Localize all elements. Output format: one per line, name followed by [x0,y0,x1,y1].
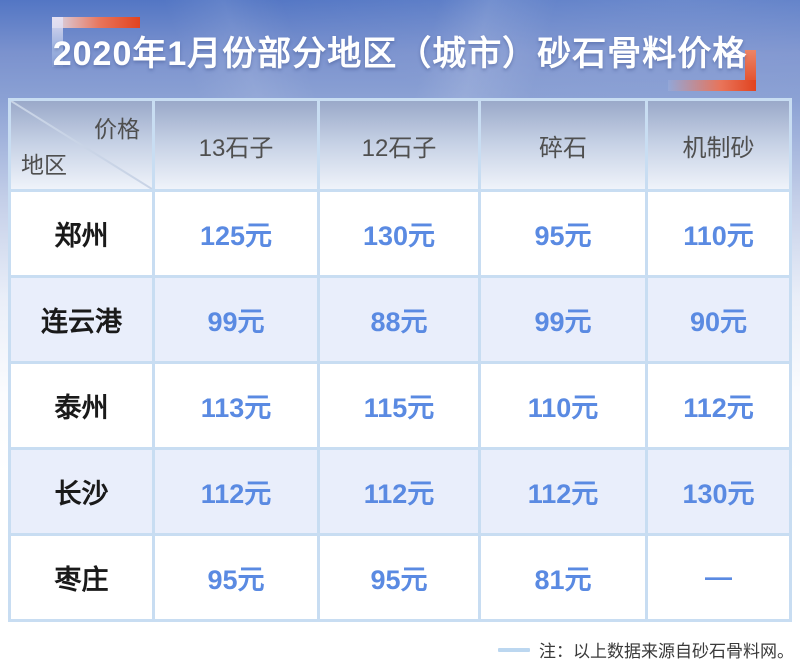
note-dash [498,647,530,652]
source-footnote: 注：以上数据来源自砂石骨料网。 [498,637,794,662]
column-header-machine-made-sand: 机制砂 [648,101,789,189]
price-cell: 95元 [481,192,645,275]
city-cell: 长沙 [11,450,152,533]
city-cell: 枣庄 [11,536,152,619]
corner-label-region: 地区 [21,152,67,178]
price-cell: 112元 [155,450,317,533]
city-cell: 连云港 [11,278,152,361]
price-cell: 130元 [648,450,789,533]
price-cell: 99元 [481,278,645,361]
price-cell: 125元 [155,192,317,275]
price-cell: 95元 [155,536,317,619]
price-cell: 99元 [155,278,317,361]
price-cell: 90元 [648,278,789,361]
column-header-13-stone: 13石子 [155,101,317,189]
price-cell: 130元 [320,192,478,275]
city-cell: 郑州 [11,192,152,275]
price-cell: 115元 [320,364,478,447]
price-cell: 110元 [481,364,645,447]
diagonal-divider-line [11,101,152,189]
title-bracket-bottom-right-vertical [745,50,756,91]
price-table: 价格 地区 13石子 12石子 碎石 机制砂 郑州 125元 130元 95元 … [8,98,792,622]
page-title: 2020年1月份部分地区（城市）砂石骨料价格 [52,35,748,73]
column-header-12-stone: 12石子 [320,101,478,189]
price-cell: 113元 [155,364,317,447]
corner-header-cell: 价格 地区 [11,101,152,189]
city-cell: 泰州 [11,364,152,447]
price-cell: 112元 [481,450,645,533]
price-cell: 112元 [648,364,789,447]
price-cell: 81元 [481,536,645,619]
title-bracket-top-left-vertical [52,17,63,67]
column-header-crushed-stone: 碎石 [481,101,645,189]
title-bracket-top-left-horizontal [52,17,140,28]
price-cell: — [648,536,789,619]
title-bracket-bottom-right-horizontal [668,80,756,91]
price-cell: 95元 [320,536,478,619]
price-cell: 88元 [320,278,478,361]
corner-label-price: 价格 [94,116,140,142]
footnote-text: 注：以上数据来源自砂石骨料网。 [539,642,794,661]
price-cell: 112元 [320,450,478,533]
price-cell: 110元 [648,192,789,275]
